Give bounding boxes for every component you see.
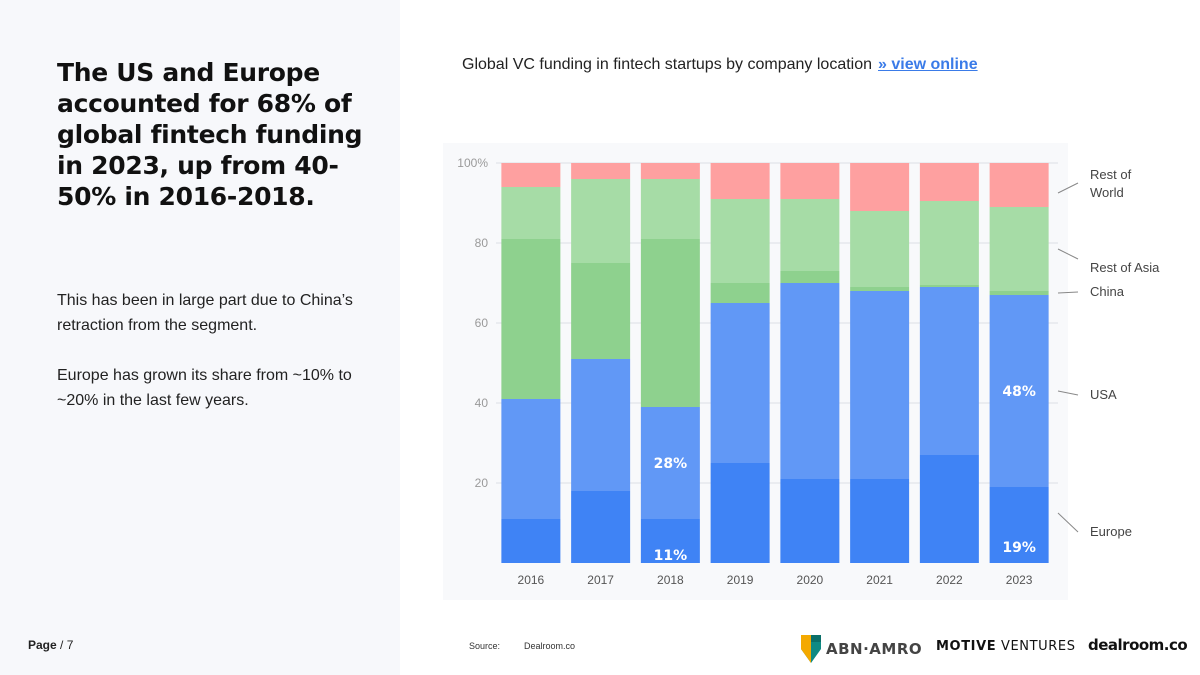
bar-segment-usa [989, 295, 1049, 487]
ventures-word: VENTURES [1000, 639, 1076, 654]
dealroom-logo: dealroom.co [1088, 636, 1188, 654]
y-tick-label: 20 [475, 476, 489, 490]
x-tick-label: 2020 [797, 573, 824, 587]
bar-segment-europe [919, 455, 979, 563]
motive-word: MOTIVE [936, 639, 997, 654]
x-tick-label: 2023 [1006, 573, 1033, 587]
bar-segment-rest-of-asia [989, 207, 1049, 291]
bar-segment-china [780, 271, 840, 283]
view-online-link[interactable]: » view online [878, 56, 978, 73]
bar-segment-rest-of-world [501, 163, 561, 187]
bar-segment-usa [850, 291, 910, 479]
bar-segment-europe [850, 479, 910, 563]
legend-leader-line [1057, 291, 1079, 294]
left-panel [0, 0, 400, 675]
abn-amro-wordmark: ABN·AMRO [826, 640, 923, 658]
source-label: Source: [469, 641, 501, 651]
bar-segment-rest-of-asia [571, 179, 631, 263]
bar-segment-rest-of-world [919, 163, 979, 201]
bar-segment-china [640, 239, 700, 407]
legend-label: Rest of Asia [1090, 260, 1160, 275]
headline: The US and Europe accounted for 68% of g… [57, 58, 363, 211]
y-tick-label: 80 [475, 236, 489, 250]
legend-leader-line [1057, 182, 1079, 194]
bar-segment-rest-of-world [640, 163, 700, 179]
stacked-bar-chart: 20 40 60 80 100% 2016 2017 2018 2019 2020 2021 2022… [457, 156, 1160, 587]
bar-segment-china [919, 285, 979, 287]
bar-segment-usa [780, 283, 840, 479]
bar-segment-rest-of-world [710, 163, 770, 199]
bar-segment-europe [710, 463, 770, 563]
x-tick-label: 2022 [936, 573, 963, 587]
bar-segment-rest-of-world [780, 163, 840, 199]
bar-segment-rest-of-world [850, 163, 910, 211]
legend-leader-line [1057, 512, 1079, 533]
data-label: 11% [654, 548, 688, 564]
bar-segment-rest-of-asia [780, 199, 840, 271]
bar-segment-rest-of-asia [919, 201, 979, 285]
legend-leader-line [1057, 248, 1079, 260]
bar-segment-usa [919, 287, 979, 455]
source-note: Source: Dealroom.co [469, 641, 575, 651]
x-tick-label: 2019 [727, 573, 754, 587]
bar-segment-usa [571, 359, 631, 491]
page-number: / 7 [60, 638, 74, 652]
legend-label: China [1090, 284, 1125, 299]
x-tick-label: 2021 [866, 573, 893, 587]
abn-amro-logo: ABN·AMRO [800, 634, 922, 664]
bar-segment-rest-of-asia [710, 199, 770, 283]
page-label: Page [28, 638, 57, 652]
y-tick-label: 40 [475, 396, 489, 410]
legend-label: Rest of [1090, 167, 1132, 182]
bar-segment-usa [501, 399, 561, 519]
y-tick-label: 100% [457, 156, 488, 170]
data-label: 48% [1002, 384, 1036, 400]
data-label: 19% [1002, 540, 1036, 556]
bar-segment-europe [571, 491, 631, 563]
bar-segment-europe [501, 519, 561, 563]
chart-title: Global VC funding in fintech startups by… [462, 56, 978, 74]
legend-label: World [1090, 185, 1124, 200]
legend-label: Europe [1090, 524, 1132, 539]
bar-segment-china [501, 239, 561, 399]
source-value: Dealroom.co [524, 641, 576, 651]
bar-segment-usa [710, 303, 770, 463]
legend-leader-line [1057, 390, 1079, 396]
x-tick-label: 2017 [587, 573, 614, 587]
abn-shield-icon [801, 635, 821, 663]
paragraph-china: This has been in large part due to China… [57, 292, 353, 334]
bar-segment-rest-of-world [989, 163, 1049, 207]
legend-label: USA [1090, 387, 1117, 402]
bar-segment-europe [640, 519, 700, 563]
logo-strip: ABN·AMRO MOTIVE VENTURES dealroom.co [800, 634, 1188, 666]
bar-segment-china [850, 287, 910, 291]
y-tick-label: 60 [475, 316, 489, 330]
bar-segment-europe [989, 487, 1049, 563]
bar-segment-rest-of-world [571, 163, 631, 179]
chart-title-text: Global VC funding in fintech startups by… [462, 56, 873, 73]
bar-segment-china [989, 291, 1049, 295]
bar-segment-china [571, 263, 631, 359]
paragraph-europe: Europe has grown its share from ~10% to … [57, 367, 352, 409]
page-indicator: Page / 7 [28, 638, 73, 652]
bar-segment-usa [640, 407, 700, 519]
bar-segment-europe [780, 479, 840, 563]
x-tick-label: 2018 [657, 573, 684, 587]
bar-segment-rest-of-asia [640, 179, 700, 239]
data-label: 28% [654, 456, 688, 472]
bar-segment-rest-of-asia [850, 211, 910, 287]
bar-segment-china [710, 283, 770, 303]
x-tick-label: 2016 [518, 573, 545, 587]
bar-segment-rest-of-asia [501, 187, 561, 239]
motive-ventures-logo: MOTIVE VENTURES [936, 639, 1076, 654]
